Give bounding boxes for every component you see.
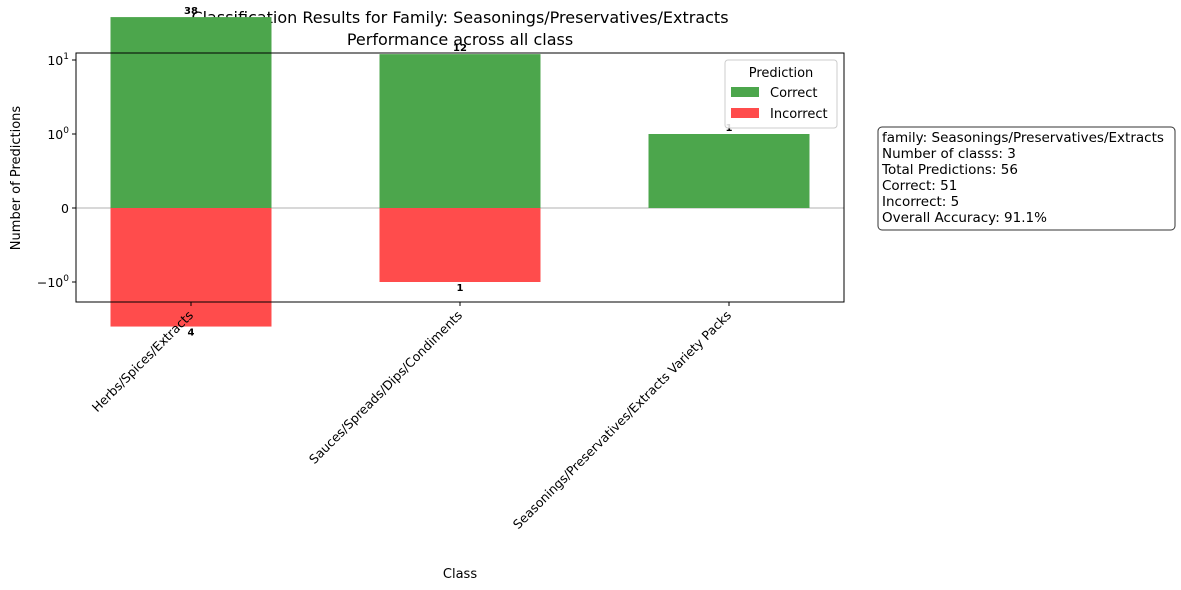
bar-correct [648,134,810,208]
x-tick-label: Sauces/Spreads/Dips/Condiments [306,308,465,467]
x-tick-label: Seasonings/Preservatives/Extracts Variet… [510,308,734,532]
x-axis-label: Class [443,567,477,582]
y-tick-label: −100 [37,274,69,290]
y-tick-label: 100 [47,126,69,142]
legend-label-correct: Correct [770,86,817,101]
legend-swatch-correct [731,87,759,97]
chart-title: Classification Results for Family: Seaso… [191,8,728,27]
info-box-frame [877,126,1176,231]
info-line-total: Total Predictions: 56 [881,162,1018,178]
y-axis-label: Number of Predictions [9,106,24,251]
legend-title: Prediction [749,66,814,81]
x-axis: Herbs/Spices/Extracts Sauces/Spreads/Dips… [89,302,734,532]
bar-incorrect [110,208,272,327]
legend-label-incorrect: Incorrect [770,107,828,122]
legend-swatch-incorrect [731,108,759,118]
bar-incorrect [379,208,541,282]
info-line-family: family: Seasonings/Preservatives/Extract… [882,130,1164,146]
data-label-incorrect: 1 [457,283,464,294]
data-label-correct: 12 [453,43,467,54]
info-line-accuracy: Overall Accuracy: 91.1% [882,210,1047,226]
info-line-class-count: Number of classs: 3 [882,146,1016,162]
info-line-incorrect: Incorrect: 5 [882,194,959,210]
info-line-correct: Correct: 51 [882,178,957,194]
y-tick-label: 0 [61,201,69,216]
info-box: family: Seasonings/Preservatives/Extract… [877,126,1176,231]
y-axis: 101 100 0 −100 [37,52,76,290]
bar-correct [379,54,541,208]
data-label-correct: 38 [184,6,198,17]
y-tick-label: 101 [47,52,69,68]
data-label-incorrect: 4 [188,328,195,339]
legend: Prediction Correct Incorrect [724,59,838,129]
bar-correct [110,17,272,209]
chart-subtitle: Performance across all class [347,30,573,49]
